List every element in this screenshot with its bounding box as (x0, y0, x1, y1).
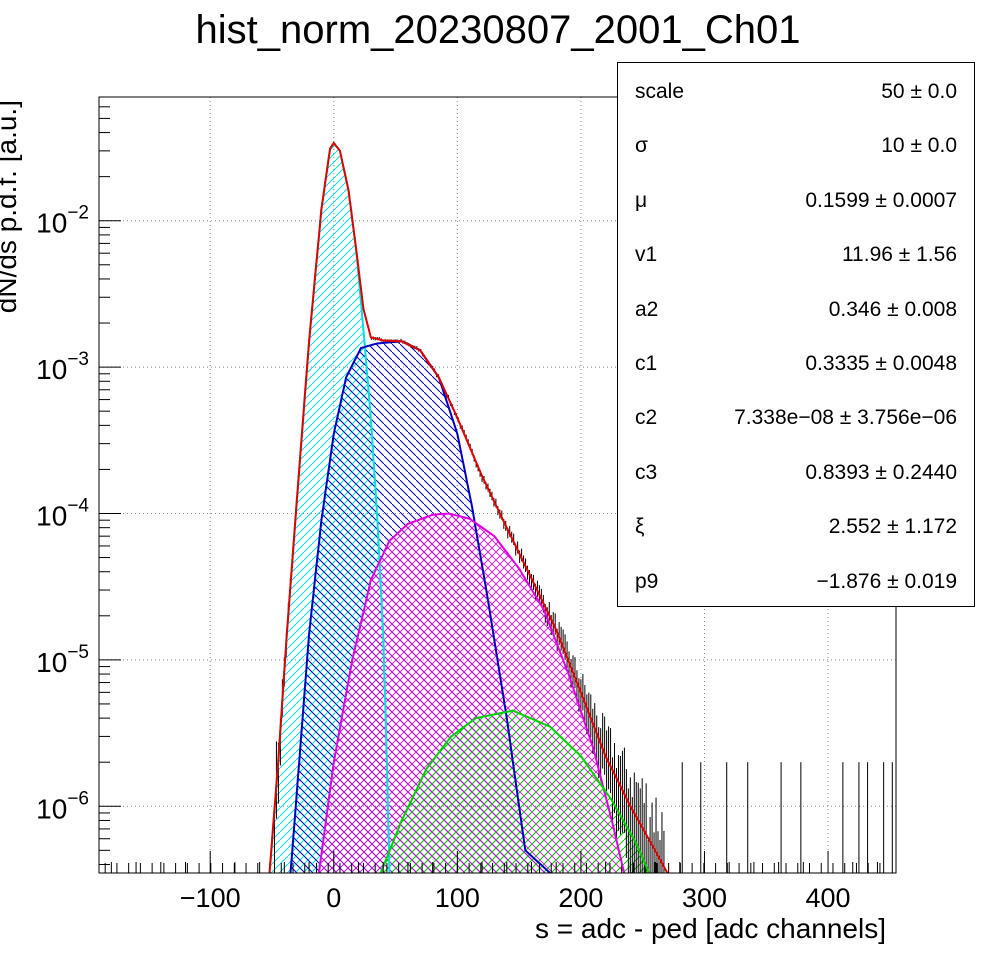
stat-row: ξ 2.552 ± 1.172 (618, 515, 974, 545)
y-tick-label: 10−2 (36, 203, 89, 239)
x-tick-label: 300 (682, 883, 727, 913)
stat-value: 0.8393 ± 0.2440 (805, 461, 957, 485)
stat-name: p9 (635, 570, 658, 594)
stat-row: c1 0.3335 ± 0.0048 (618, 352, 974, 382)
chart-title: hist_norm_20230807_2001_Ch01 (0, 8, 996, 53)
stat-name: a2 (635, 298, 658, 322)
stat-name: v1 (635, 243, 657, 267)
stat-row: c3 0.8393 ± 0.2440 (618, 461, 974, 491)
x-axis-label: s = adc - ped [adc channels] (535, 913, 886, 944)
x-tick-label: −100 (180, 883, 241, 913)
y-tick-label: 10−5 (36, 642, 89, 678)
stat-row: p9 −1.876 ± 0.019 (618, 570, 974, 600)
stat-value: −1.876 ± 0.019 (816, 570, 957, 594)
stat-row: a2 0.346 ± 0.008 (618, 298, 974, 328)
stat-row: μ 0.1599 ± 0.0007 (618, 189, 974, 219)
stat-value: 0.1599 ± 0.0007 (805, 189, 957, 213)
stat-row: c2 7.338e−08 ± 3.756e−06 (618, 406, 974, 436)
fit-stats-box: scale 50 ± 0.0 σ 10 ± 0.0 μ 0.1599 ± 0.0007 v1… (617, 62, 975, 607)
y-tick-label: 10−3 (36, 349, 89, 385)
stat-row: σ 10 ± 0.0 (618, 134, 974, 164)
stat-value: 0.3335 ± 0.0048 (805, 352, 957, 376)
stat-name: c1 (635, 352, 657, 376)
x-tick-label: 100 (435, 883, 480, 913)
stat-value: 0.346 ± 0.008 (829, 298, 957, 322)
stat-value: 50 ± 0.0 (881, 80, 957, 104)
stat-name: μ (635, 189, 647, 213)
stat-value: 10 ± 0.0 (881, 134, 957, 158)
stat-row: v1 11.96 ± 1.56 (618, 243, 974, 273)
stat-name: scale (635, 80, 684, 104)
y-tick-label: 10−4 (36, 495, 89, 531)
x-tick-label: 0 (326, 883, 341, 913)
y-tick-label: 10−6 (36, 788, 89, 824)
y-axis-label: dN/ds p.d.f. [a.u.] (0, 100, 22, 313)
stat-row: scale 50 ± 0.0 (618, 80, 974, 110)
stat-name: ξ (635, 515, 644, 539)
stat-value: 7.338e−08 ± 3.756e−06 (734, 406, 957, 430)
fill-layer (270, 143, 649, 873)
x-tick-label: 400 (806, 883, 851, 913)
stat-name: c3 (635, 461, 657, 485)
x-tick-label: 200 (558, 883, 603, 913)
stat-name: σ (635, 134, 648, 158)
stat-value: 11.96 ± 1.56 (842, 243, 957, 267)
stat-name: c2 (635, 406, 657, 430)
stat-value: 2.552 ± 1.172 (829, 515, 957, 539)
